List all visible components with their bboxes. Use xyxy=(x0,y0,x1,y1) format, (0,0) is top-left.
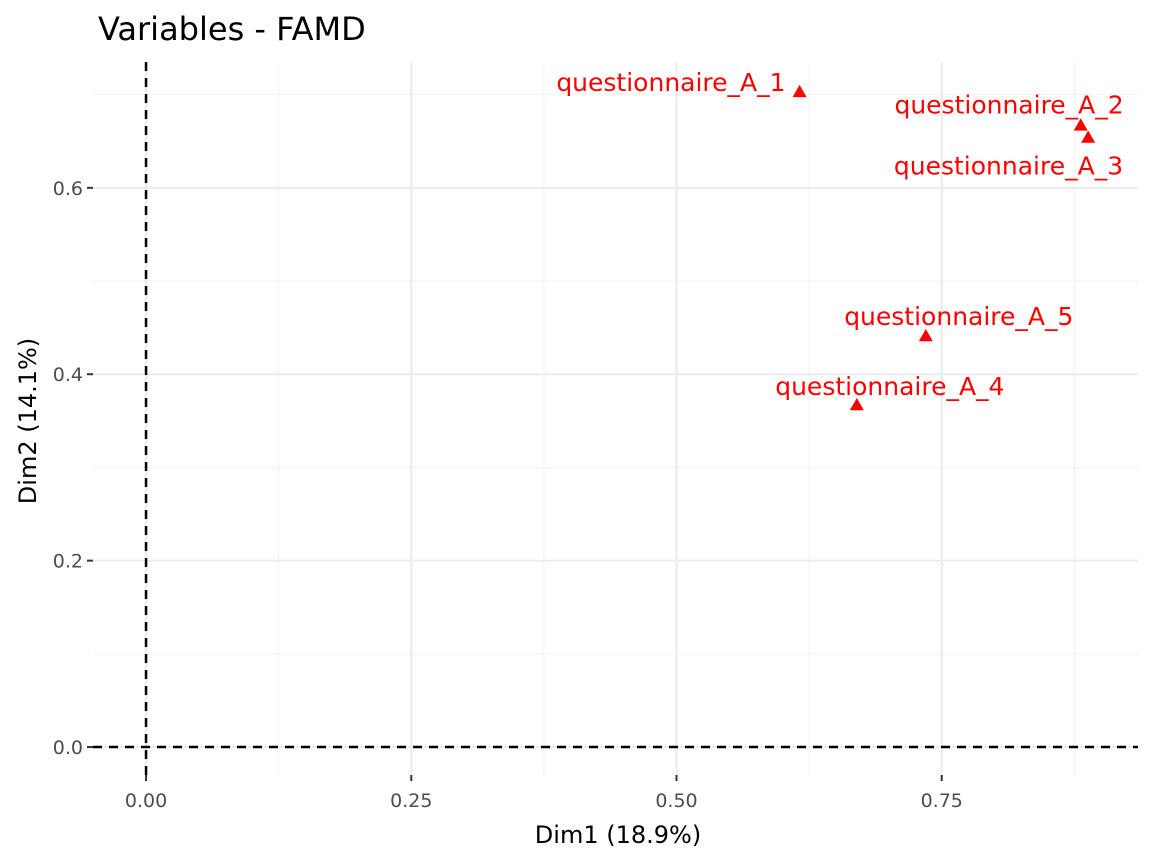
point-label: questionnaire_A_1 xyxy=(556,68,785,97)
point-label: questionnaire_A_5 xyxy=(844,302,1073,331)
point-label: questionnaire_A_4 xyxy=(775,372,1004,401)
point-marker xyxy=(792,84,807,98)
point-marker xyxy=(918,329,933,342)
chart-title: Variables - FAMD xyxy=(98,10,366,48)
point-marker xyxy=(1073,118,1088,131)
point-label: questionnaire_A_3 xyxy=(894,151,1123,180)
x-tick-label: 0.75 xyxy=(921,790,963,812)
y-axis-title: Dim2 (14.1%) xyxy=(14,338,42,504)
y-tick-label: 0.0 xyxy=(53,737,83,759)
axis-ticks: 0.00 0.25 0.50 0.75 0.0 0.2 0.4 0.6 xyxy=(53,178,963,812)
reference-lines xyxy=(93,62,1138,775)
point-label: questionnaire_A_2 xyxy=(894,90,1123,119)
x-axis-title: Dim1 (18.9%) xyxy=(535,821,701,849)
point-marker xyxy=(849,397,864,411)
x-tick-label: 0.25 xyxy=(390,790,432,812)
y-tick-label: 0.4 xyxy=(53,364,83,386)
y-tick-label: 0.2 xyxy=(53,551,83,573)
data-points: questionnaire_A_1 questionnaire_A_2questi… xyxy=(556,68,1124,411)
x-tick-label: 0.50 xyxy=(655,790,697,812)
y-tick-label: 0.6 xyxy=(53,178,83,200)
x-tick-label: 0.00 xyxy=(125,790,167,812)
point-marker xyxy=(1081,130,1096,143)
